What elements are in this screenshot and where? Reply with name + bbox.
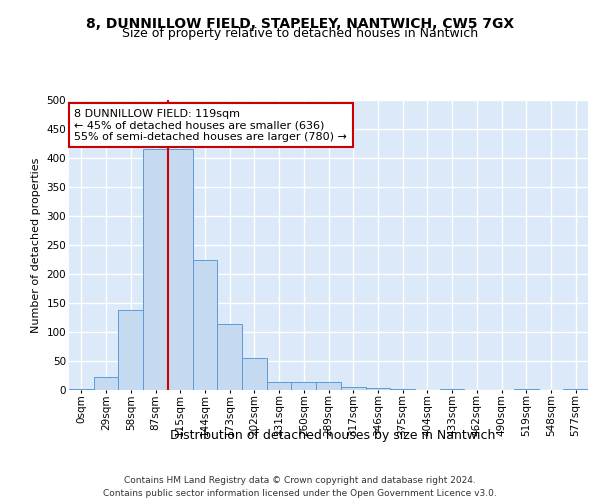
Text: Distribution of detached houses by size in Nantwich: Distribution of detached houses by size … <box>170 428 496 442</box>
Bar <box>341 386 365 390</box>
Bar <box>143 150 168 390</box>
Bar <box>292 382 316 390</box>
Bar <box>118 310 143 390</box>
Text: 8, DUNNILLOW FIELD, STAPELEY, NANTWICH, CW5 7GX: 8, DUNNILLOW FIELD, STAPELEY, NANTWICH, … <box>86 18 514 32</box>
Bar <box>242 358 267 390</box>
Text: Contains HM Land Registry data © Crown copyright and database right 2024.
Contai: Contains HM Land Registry data © Crown c… <box>103 476 497 498</box>
Text: 8 DUNNILLOW FIELD: 119sqm
← 45% of detached houses are smaller (636)
55% of semi: 8 DUNNILLOW FIELD: 119sqm ← 45% of detac… <box>74 108 347 142</box>
Y-axis label: Number of detached properties: Number of detached properties <box>31 158 41 332</box>
Bar <box>69 389 94 390</box>
Bar <box>193 260 217 390</box>
Bar <box>365 388 390 390</box>
Bar <box>168 150 193 390</box>
Bar <box>267 382 292 390</box>
Bar <box>94 377 118 390</box>
Text: Size of property relative to detached houses in Nantwich: Size of property relative to detached ho… <box>122 28 478 40</box>
Bar <box>316 382 341 390</box>
Bar <box>217 324 242 390</box>
